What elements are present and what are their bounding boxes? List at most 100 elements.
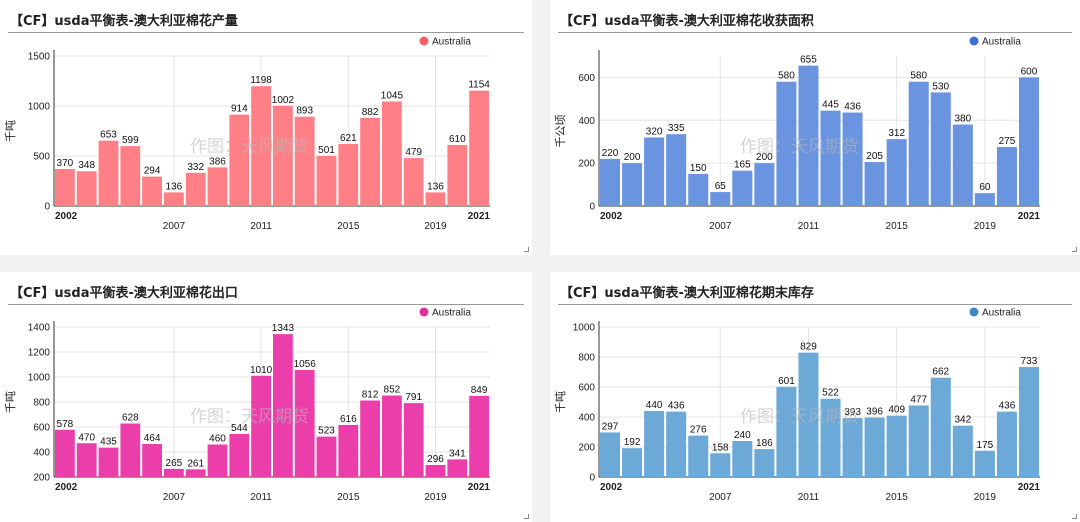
bar-2005 [666,134,687,206]
bar-value-label: 914 [231,104,248,115]
x-tick-label: 2015 [886,492,909,503]
bar-2019 [425,192,446,206]
resize-handle[interactable] [1072,247,1077,252]
x-tick-label: 2011 [798,492,820,503]
chart-panel-exports: 【CF】usda平衡表-澳大利亚棉花出口 200 400 600 800 1000 120… [0,272,532,522]
title-divider [8,32,524,33]
chart-panel-harvested-area: 【CF】usda平衡表-澳大利亚棉花收获面积 0 200 400 600 220 200 3… [550,0,1080,255]
bar-value-label: 621 [340,133,357,144]
bar-value-label: 65 [715,181,727,192]
bar-value-label: 501 [318,145,335,156]
legend-marker [969,36,979,46]
bar-2006 [688,435,709,477]
y-axis-label: 千公顷 [554,115,567,148]
bar-value-label: 435 [100,437,117,448]
bar-value-label: 600 [1021,66,1038,77]
resize-handle[interactable] [1072,514,1077,519]
bar-value-label: 610 [449,134,466,145]
bar-value-label: 653 [100,130,117,141]
bar-value-label: 294 [144,166,161,177]
bar-2020 [447,145,468,206]
bar-2008 [732,441,753,477]
bar-2004 [98,140,119,206]
x-tick-label-bold: 2021 [468,211,491,222]
y-tick-label: 0 [589,473,595,484]
bar-2015 [338,425,359,477]
bar-2018 [952,425,973,477]
bar-value-label: 335 [668,123,685,134]
resize-handle[interactable] [524,514,529,519]
x-tick-label: 2019 [974,221,997,232]
bar-2007 [710,192,731,206]
legend-marker [969,307,979,317]
bar-2021 [469,90,489,206]
bar-2016 [908,405,929,477]
bar-2017 [382,395,402,477]
bar-2015 [886,139,907,206]
bar-2017 [930,92,951,206]
bar-2003 [622,163,643,206]
bar-2009 [207,167,228,206]
x-tick-label: 2019 [424,492,447,503]
bar-value-label: 265 [166,458,183,469]
bar-2003 [76,443,97,477]
bar-2002 [600,158,621,206]
bar-value-label: 320 [646,126,663,137]
bar-value-label: 477 [910,394,927,405]
chart-title: 【CF】usda平衡表-澳大利亚棉花出口 [10,286,238,301]
y-axis-label: 千吨 [4,120,17,142]
y-tick-label: 400 [578,116,595,127]
resize-handle[interactable] [524,247,529,252]
bar-2002 [600,432,621,477]
bar-value-label: 158 [712,442,729,453]
bar-value-label: 312 [888,128,905,139]
watermark: 作图：天风期货 [740,137,859,157]
bar-2010 [776,386,797,477]
bar-value-label: 136 [427,181,444,192]
x-tick-label: 2007 [163,221,186,232]
legend-label: Australia [432,37,471,48]
y-tick-label: 1400 [28,323,51,334]
bar-2017 [930,377,951,477]
bar-value-label: 479 [405,147,422,158]
y-tick-label: 200 [33,473,50,484]
y-tick-label: 200 [578,159,595,170]
chart-panel-production: 【CF】usda平衡表-澳大利亚棉花产量 0 500 1000 1500 370 348 6… [0,0,532,255]
title-divider [8,304,524,305]
bar-value-label: 275 [999,136,1016,147]
bar-2008 [185,172,206,206]
bar-2017 [382,101,402,206]
bar-2011 [251,375,271,477]
bar-2013 [842,112,863,206]
x-tick-label: 2019 [424,221,447,232]
bar-value-label: 445 [822,100,839,111]
bar-value-label: 436 [999,401,1016,412]
watermark: 作图：天风期货 [190,407,309,427]
bar-value-label: 829 [800,342,817,353]
bar-value-label: 655 [800,55,817,66]
x-tick-label: 2011 [250,492,272,503]
bar-2021 [469,395,489,477]
chart-title: 【CF】usda平衡表-澳大利亚棉花产量 [10,14,238,29]
bar-2018 [952,124,973,206]
production-bar-chart: 0 500 1000 1500 370 348 653 599 294 136 332 386 914 1… [4,36,491,232]
bar-value-label: 599 [122,135,139,146]
x-tick-label-bold: 2002 [55,211,78,222]
bar-2004 [98,447,119,477]
bar-2006 [688,173,709,206]
bar-2008 [732,170,753,206]
bar-value-label: 893 [296,106,313,117]
bar-2014 [864,162,885,206]
bar-2014 [316,436,337,477]
bar-value-label: 240 [734,430,751,441]
bar-2015 [338,143,359,206]
bar-2020 [996,411,1017,477]
bar-2003 [76,171,97,206]
bar-2014 [316,155,337,206]
bar-value-label: 342 [954,415,971,426]
bar-2013 [294,116,315,206]
bar-2016 [908,81,929,206]
bar-value-label: 849 [471,385,488,396]
y-tick-label: 200 [578,443,595,454]
bar-value-label: 200 [624,152,641,163]
